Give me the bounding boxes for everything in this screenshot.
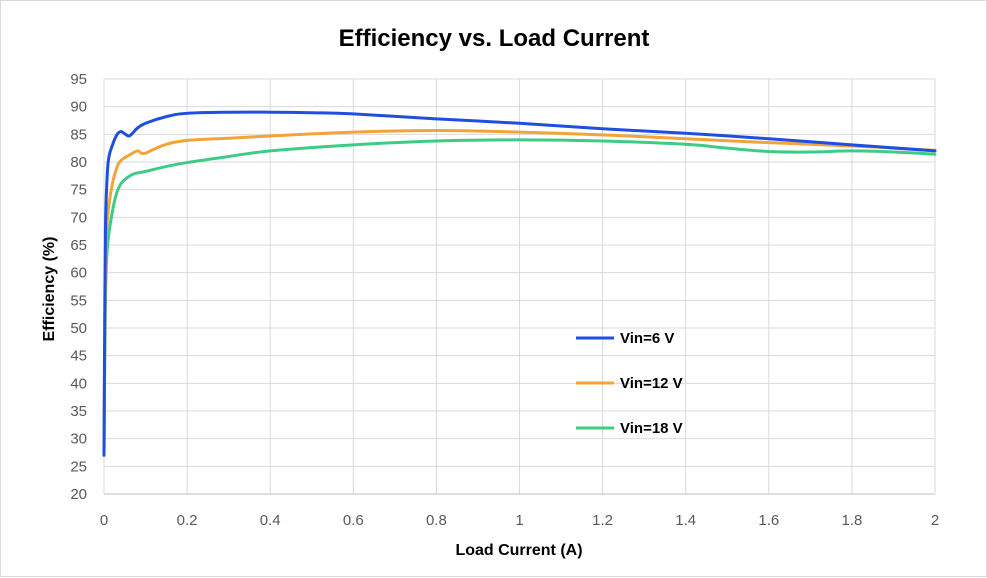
series-line-vin-6v — [102, 110, 937, 457]
x-tick-label: 0 — [100, 512, 108, 529]
y-tick-labels: 20 25 30 35 40 45 50 55 60 65 70 75 80 85 90 95 — [70, 71, 87, 503]
x-tick-labels: 0 0.2 0.4 0.6 0.8 1 1.2 1.4 1.6 1.8 2 — [100, 512, 939, 529]
y-tick-label: 70 — [70, 209, 87, 226]
y-tick-label: 85 — [70, 126, 87, 143]
y-tick-label: 40 — [70, 375, 87, 392]
y-tick-label: 30 — [70, 431, 87, 448]
x-tick-label: 2 — [931, 512, 939, 529]
x-axis-title: Load Current (A) — [455, 542, 582, 559]
legend-label: Vin=12 V — [620, 375, 683, 392]
x-tick-label: 0.8 — [426, 512, 447, 529]
x-tick-label: 1.2 — [592, 512, 613, 529]
x-tick-label: 0.4 — [260, 512, 281, 529]
x-tick-label: 0.6 — [343, 512, 364, 529]
y-tick-label: 35 — [70, 403, 87, 420]
x-tick-label: 1.8 — [841, 512, 862, 529]
y-tick-label: 45 — [70, 348, 87, 365]
vertical-gridlines — [103, 79, 936, 494]
y-tick-label: 95 — [70, 71, 87, 88]
y-tick-label: 65 — [70, 237, 87, 254]
y-tick-label: 55 — [70, 292, 87, 309]
y-tick-label: 50 — [70, 320, 87, 337]
x-tick-label: 1 — [515, 512, 523, 529]
y-axis-title: Efficiency (%) — [41, 237, 58, 342]
series-lines — [102, 110, 937, 457]
y-tick-label: 75 — [70, 182, 87, 199]
legend: Vin=6 V Vin=12 V Vin=18 V — [576, 330, 683, 437]
x-tick-label: 1.6 — [758, 512, 779, 529]
y-tick-label: 60 — [70, 265, 87, 282]
chart-title: Efficiency vs. Load Current — [339, 25, 650, 52]
legend-label: Vin=6 V — [620, 330, 674, 347]
series-line-vin-12v — [102, 128, 937, 457]
y-tick-label: 25 — [70, 458, 87, 475]
y-tick-label: 90 — [70, 99, 87, 116]
x-tick-label: 1.4 — [675, 512, 696, 529]
x-tick-label: 0.2 — [177, 512, 198, 529]
series-line-vin-18v — [102, 138, 937, 457]
y-tick-label: 20 — [70, 486, 87, 503]
legend-label: Vin=18 V — [620, 420, 683, 437]
y-tick-label: 80 — [70, 154, 87, 171]
